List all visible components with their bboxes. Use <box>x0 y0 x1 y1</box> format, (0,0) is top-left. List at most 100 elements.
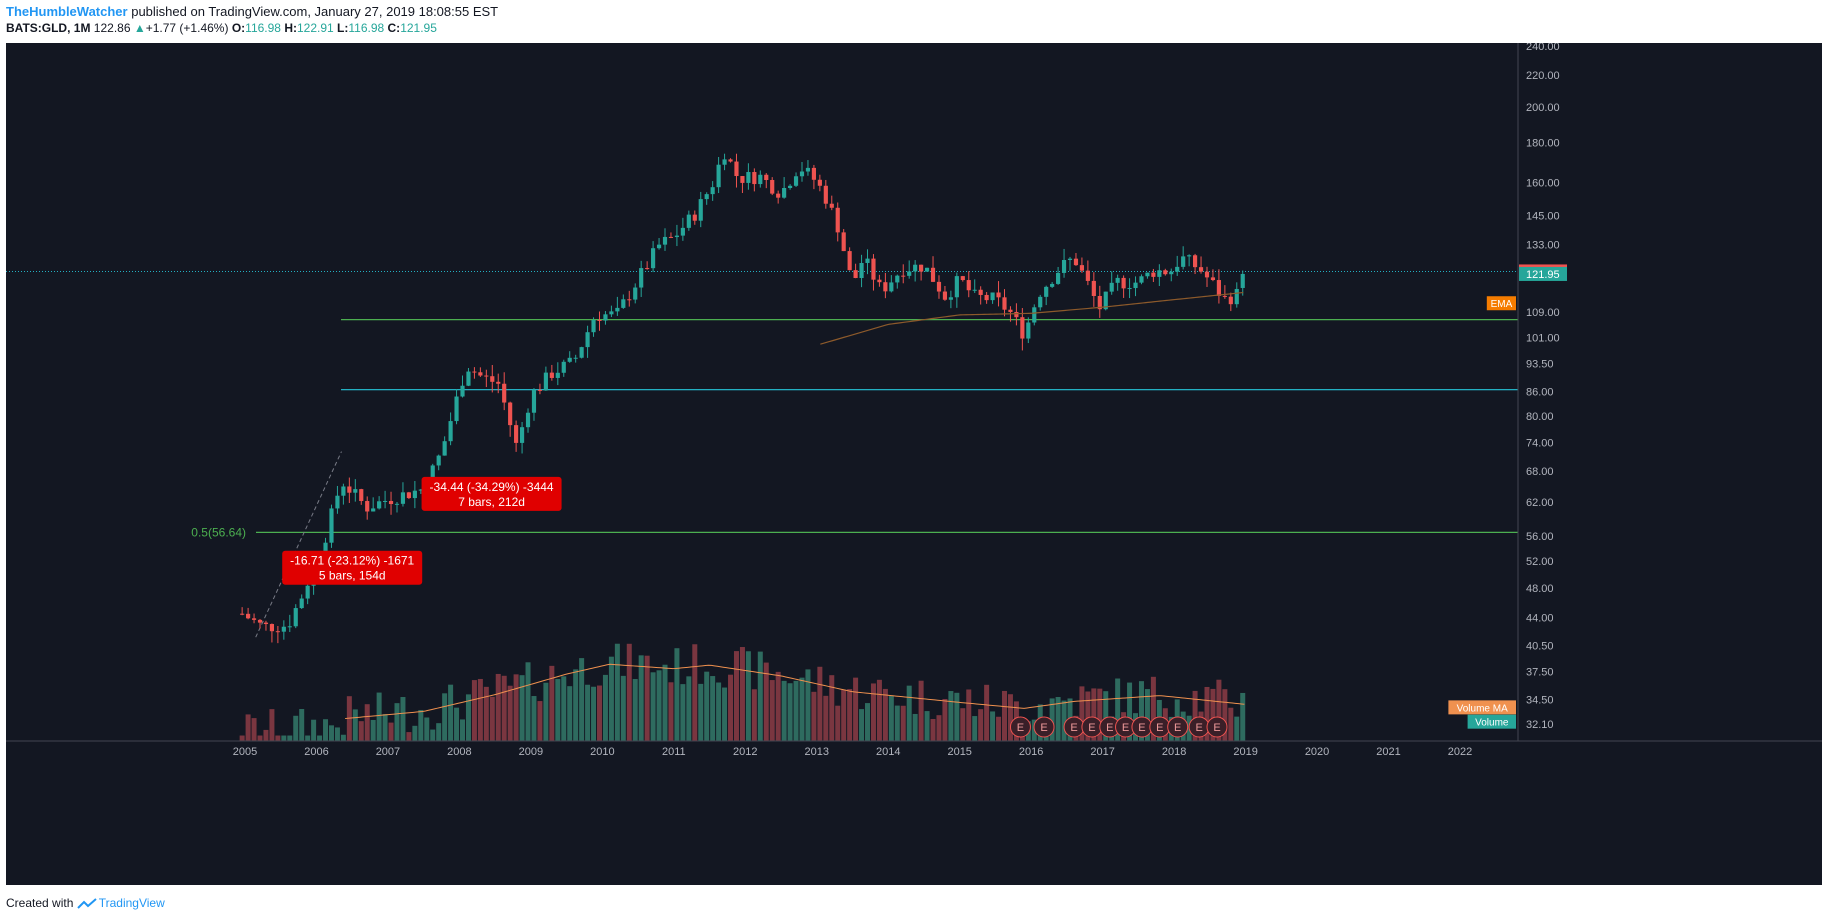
candle-body <box>662 236 668 245</box>
volume-bar <box>626 643 632 741</box>
candle-body <box>865 258 870 263</box>
candle-body <box>472 371 477 373</box>
candle-body <box>1210 277 1216 281</box>
candle-body <box>1121 277 1126 289</box>
earnings-marker-label: E <box>1174 722 1181 734</box>
volume-bar <box>531 696 537 741</box>
volume-bar <box>1210 688 1216 741</box>
candle-body <box>442 441 447 456</box>
volume-bar <box>1079 686 1085 741</box>
candle-body <box>1198 267 1204 272</box>
symbol-legend: BATS:GLD, 1M 122.86 ▲+1.77 (+1.46%) O:11… <box>6 21 437 35</box>
volume-bar <box>692 644 698 741</box>
volume-bar <box>275 735 281 741</box>
volume-bar <box>865 703 871 741</box>
candle-body <box>704 194 709 200</box>
open-label: O: <box>231 21 246 35</box>
volume-bar <box>263 729 269 741</box>
candle-body <box>1067 258 1073 261</box>
candle-body <box>1050 283 1055 287</box>
volume-bar <box>1150 676 1156 741</box>
volume-bar <box>739 647 745 741</box>
candle-body <box>448 421 453 442</box>
x-tick-label: 2009 <box>519 746 543 758</box>
candle-body <box>656 244 662 249</box>
volume-bar <box>561 676 567 741</box>
chart-frame[interactable]: 0.5(56.64) E E E E E E E E E E E -16.71 (-23.12%) -… <box>6 41 1822 885</box>
candle-body <box>722 159 727 165</box>
measure-label-line2: 5 bars, 154d <box>319 569 386 583</box>
volume-bar <box>299 709 305 741</box>
chart-background <box>6 43 1822 885</box>
candle-body <box>919 264 924 272</box>
volume-bar <box>412 725 418 741</box>
volume-bar <box>585 684 591 741</box>
volume-bar <box>519 675 525 741</box>
candle-body <box>936 281 942 292</box>
x-tick-label: 2006 <box>304 746 328 758</box>
candle-body <box>502 383 507 403</box>
x-tick-label: 2005 <box>233 746 257 758</box>
y-tick-label: 34.50 <box>1526 694 1554 706</box>
low-value: 116.98 <box>348 21 385 35</box>
candle-body <box>1234 288 1239 305</box>
candle-body <box>1163 270 1168 275</box>
measure-label-box <box>421 476 562 511</box>
candle-body <box>895 275 900 283</box>
volume-bar <box>1192 690 1198 741</box>
volume-bar <box>293 715 299 741</box>
volume-bar <box>1091 688 1097 741</box>
price-chart[interactable]: 0.5(56.64) E E E E E E E E E E E-16.71 (-23.12%) -… <box>6 41 1822 885</box>
candle-body <box>686 214 691 228</box>
y-tick-label: 48.00 <box>1526 583 1554 595</box>
volume-bar <box>668 682 674 741</box>
candle-body <box>371 508 376 512</box>
tradingview-logo-icon <box>77 898 97 909</box>
candle-body <box>877 279 882 283</box>
tradingview-brand-link[interactable]: TradingView <box>98 896 165 910</box>
symbol-name: BATS:GLD, 1M <box>6 21 91 35</box>
open-value: 116.98 <box>245 21 281 35</box>
volume-bar <box>1234 716 1240 741</box>
candle-body <box>382 500 388 502</box>
candle-body <box>1002 297 1007 310</box>
candle-body <box>1020 317 1025 339</box>
volume-bar <box>340 734 346 741</box>
volume-bar <box>394 703 400 741</box>
volume-bar <box>251 718 257 741</box>
last-price: 122.86 <box>93 21 131 35</box>
volume-bar <box>847 689 853 741</box>
volume-bar <box>442 693 448 741</box>
volume-bar <box>1216 679 1222 741</box>
candle-body <box>1109 282 1114 292</box>
x-tick-label: 2022 <box>1448 746 1472 758</box>
measure-label-line1: -16.71 (-23.12%) -1671 <box>290 554 414 568</box>
y-tick-label: 109.00 <box>1526 307 1560 319</box>
created-with-label: Created with <box>6 896 74 910</box>
candle-body <box>716 164 721 188</box>
candle-body <box>1014 311 1019 318</box>
candle-body <box>883 282 888 292</box>
y-tick-label: 80.00 <box>1526 411 1554 423</box>
candle-body <box>978 289 983 295</box>
published-text: published on TradingView.com, January 27… <box>131 4 499 19</box>
candle-body <box>603 314 608 321</box>
volume-bar <box>882 688 888 741</box>
volume-bar <box>990 711 996 741</box>
volume-bar <box>567 686 573 741</box>
candle-body <box>799 171 805 177</box>
candle-body <box>680 227 685 236</box>
author-link[interactable]: TheHumbleWatcher <box>6 4 128 19</box>
volume-bar <box>656 670 662 741</box>
candle-body <box>1169 271 1174 275</box>
candle-body <box>793 176 799 186</box>
candle-body <box>871 258 876 280</box>
volume-bar <box>775 671 781 741</box>
volume-bar <box>996 716 1002 741</box>
volume-bar <box>823 695 829 741</box>
volume-bar <box>317 735 323 741</box>
candle-body <box>377 501 382 509</box>
volume-bar <box>436 723 442 741</box>
candle-body <box>1204 271 1210 278</box>
volume-bar <box>489 696 495 741</box>
